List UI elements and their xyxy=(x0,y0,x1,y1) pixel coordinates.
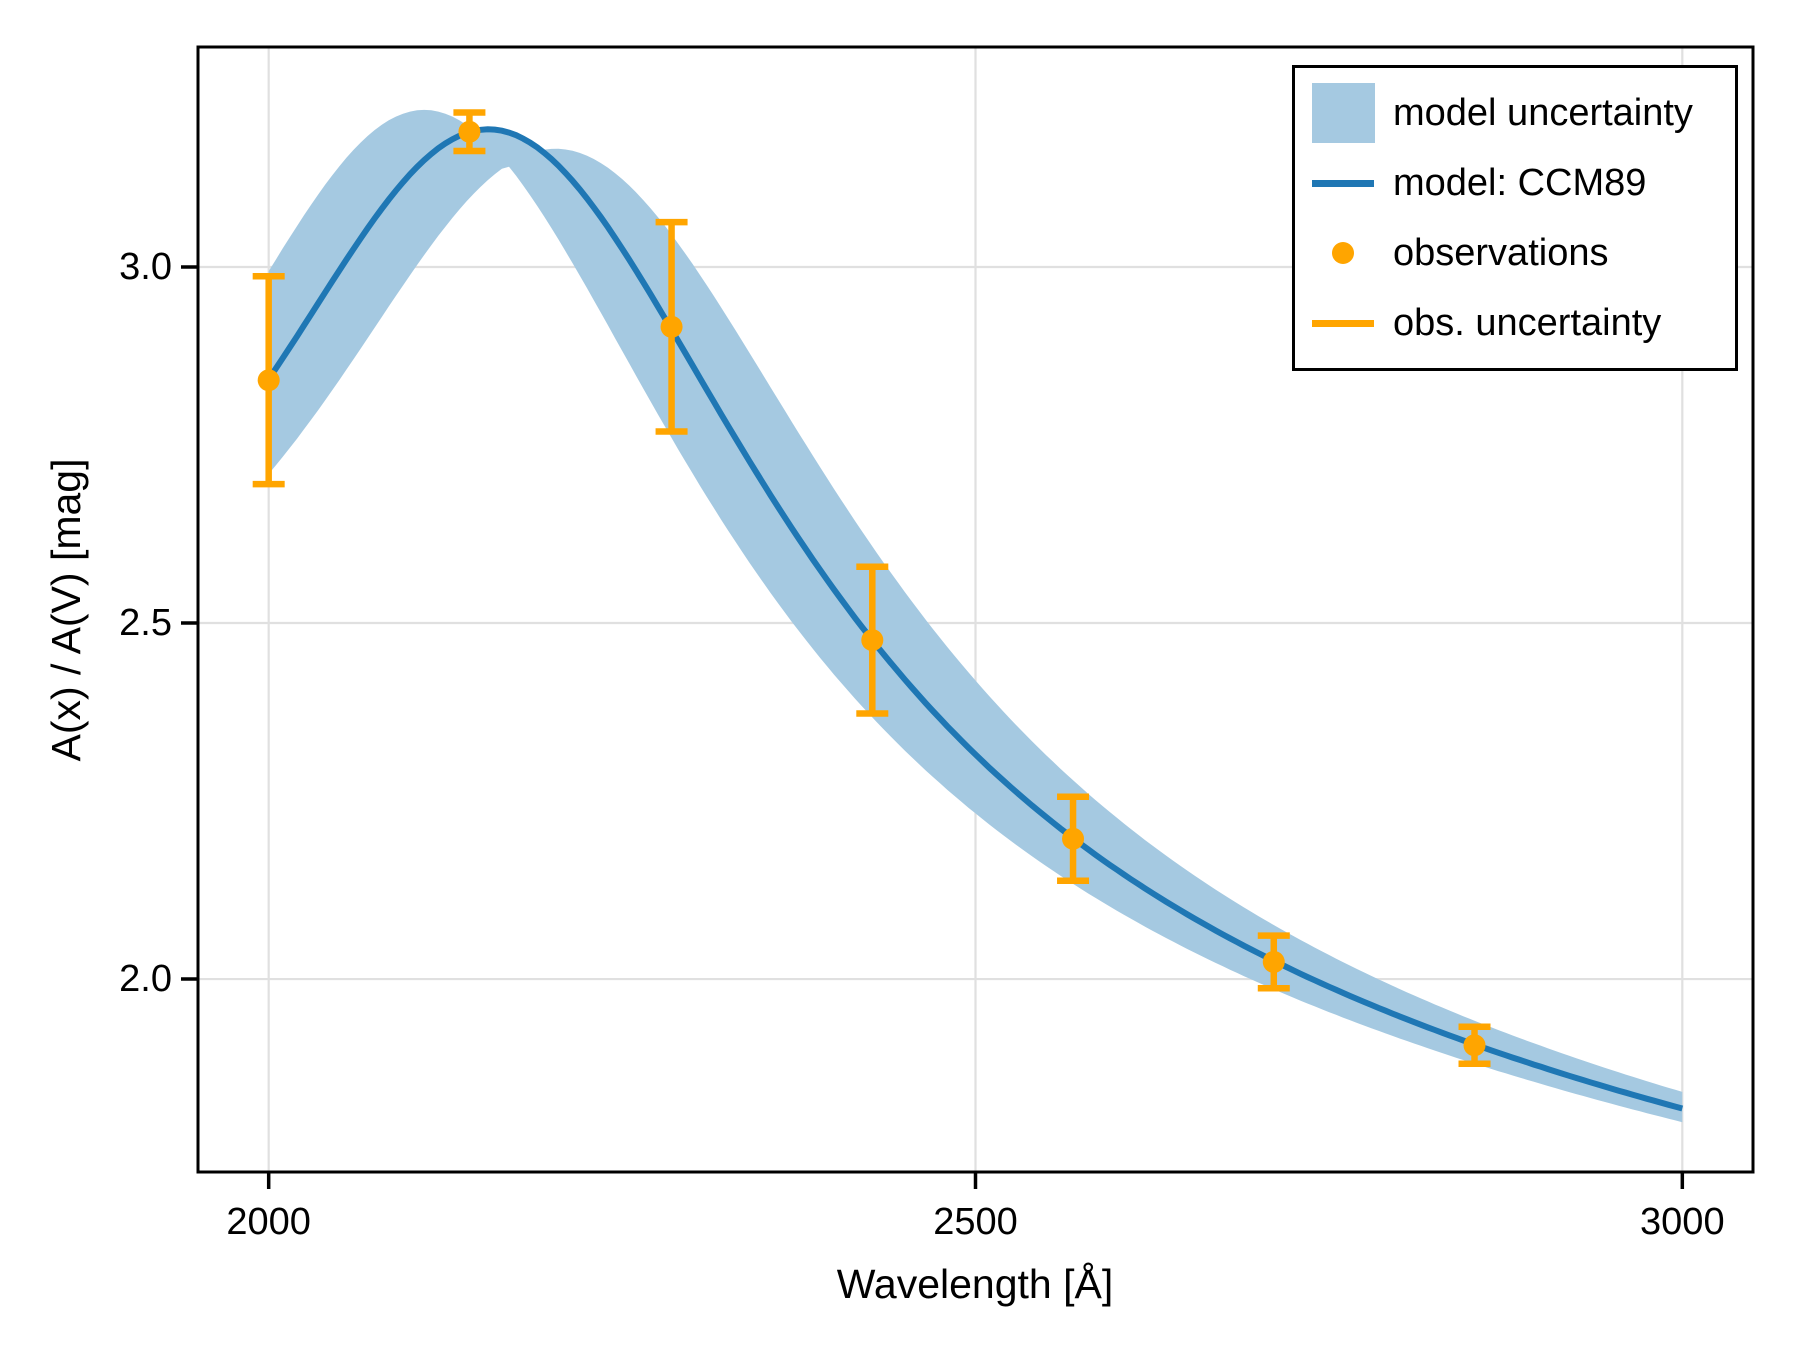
legend-item-model-line: model: CCM89 xyxy=(1311,148,1735,218)
observations-layer xyxy=(257,120,1486,1057)
model-uncertainty-patch-icon xyxy=(1311,83,1375,143)
model-line-icon xyxy=(1312,179,1374,187)
legend-label: obs. uncertainty xyxy=(1393,302,1662,344)
swatch-column xyxy=(1311,83,1375,143)
x-tick-label: 2500 xyxy=(933,1201,1018,1243)
legend-label: observations xyxy=(1393,232,1609,274)
legend: model uncertainty model: CCM89 observati… xyxy=(1292,65,1738,371)
swatch-column xyxy=(1311,242,1375,264)
observation-point xyxy=(1463,1034,1486,1057)
model-uncertainty-band-layer xyxy=(268,109,1683,1123)
model-line-layer xyxy=(266,126,1684,1112)
observation-point xyxy=(861,629,884,652)
legend-item-obs-uncertainty: obs. uncertainty xyxy=(1311,288,1735,358)
axis-tick-marks xyxy=(181,265,1685,1189)
observation-point xyxy=(1062,827,1085,850)
observation-point xyxy=(660,315,683,338)
x-tick-label: 3000 xyxy=(1640,1201,1725,1243)
obs-uncertainty-line-icon xyxy=(1312,319,1374,327)
swatch-column xyxy=(1311,319,1375,327)
legend-label: model uncertainty xyxy=(1393,92,1693,134)
y-tick-label: 2.5 xyxy=(119,602,172,645)
legend-item-observations: observations xyxy=(1311,218,1735,288)
observation-point xyxy=(458,120,481,143)
legend-item-model-uncertainty: model uncertainty xyxy=(1311,78,1735,148)
y-tick-label: 2.0 xyxy=(119,958,172,1001)
model-line xyxy=(266,126,1684,1112)
x-axis-label: Wavelength [Å] xyxy=(836,1261,1114,1307)
x-tick-label: 2000 xyxy=(226,1201,311,1243)
y-tick-label: 3.0 xyxy=(119,246,172,289)
observation-dot-icon xyxy=(1332,242,1354,264)
observation-point xyxy=(1262,950,1285,973)
model-uncertainty-band xyxy=(268,109,1683,1123)
swatch-column xyxy=(1311,179,1375,187)
observation-point xyxy=(257,369,280,392)
legend-label: model: CCM89 xyxy=(1393,162,1647,204)
